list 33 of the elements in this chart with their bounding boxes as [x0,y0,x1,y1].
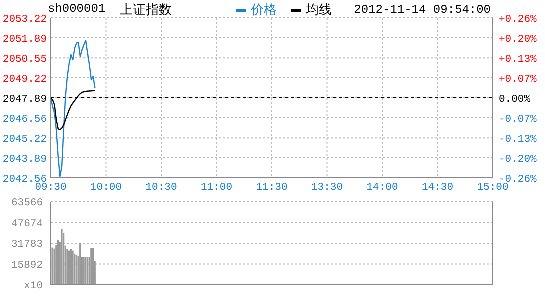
y-tick-label: 2045.22 [2,134,47,146]
y-tick-label: 2049.22 [2,74,47,86]
y2-tick-label: -0.07% [499,114,538,126]
chart-title: 上证指数 [120,2,172,19]
y2-tick-label: +0.20% [499,34,538,46]
y-tick-label: x10 [24,280,43,293]
y-tick-label: 31783 [11,239,43,252]
chart-subtitle: sh000001 [48,2,106,16]
y-tick-label: 2051.89 [2,34,47,46]
y-tick-label: 63566 [11,198,43,210]
y-tick-label: 2043.89 [2,154,47,166]
y2-tick-label: +0.07% [499,74,538,86]
y2-tick-label: 0.00% [499,94,532,106]
x-tick-label: 11:00 [200,182,233,194]
y-tick-label: 47674 [11,218,43,230]
x-tick-label: 10:00 [90,182,122,194]
y-tick-label: 15892 [11,260,43,272]
y2-tick-label: +0.26% [499,14,538,26]
y2-tick-label: -0.13% [499,134,538,146]
x-tick-label: 10:30 [146,182,178,194]
y-tick-label: 2046.56 [2,114,47,126]
x-tick-label: 14:00 [366,182,398,194]
text: 2012-11-14 09:54:00 [354,3,491,17]
x-tick-label: 11:30 [256,182,288,194]
x-tick-label: 14:30 [422,182,454,194]
y-tick-label: 2053.22 [2,14,47,26]
y2-tick-label: +0.13% [499,54,538,66]
y-tick-label: 2050.55 [2,54,47,66]
legend-label: 均线 [305,2,332,19]
y2-tick-label: -0.20% [499,154,538,166]
x-tick-label: 13:30 [311,182,344,194]
y-tick-label: 2047.89 [2,94,47,106]
legend-label: 价格 [250,2,277,19]
